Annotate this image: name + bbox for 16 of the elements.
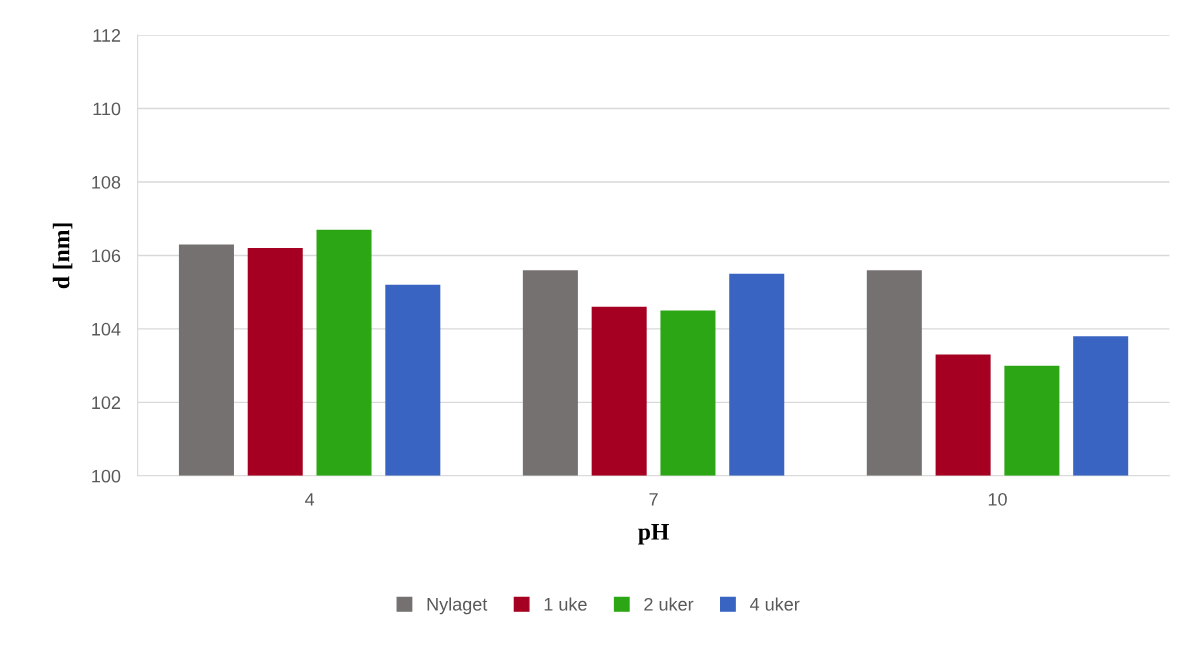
x-tick-label: 10: [988, 492, 1007, 506]
y-tick-label: 102: [92, 396, 121, 410]
y-axis-title: d [nm]: [52, 223, 73, 289]
y-tick-label: 106: [92, 249, 121, 263]
y-tick-label: 112: [93, 29, 121, 42]
y-tick-label: 104: [92, 322, 121, 336]
y-tick-label: 100: [92, 469, 121, 483]
legend-label: 1 uke: [544, 597, 587, 611]
y-tick-label: 108: [92, 175, 121, 189]
legend-label: 2 uker: [644, 597, 694, 611]
x-axis-title: pH: [638, 524, 669, 545]
legend-label: Nylaget: [427, 597, 488, 615]
x-tick-label: 7: [649, 493, 658, 506]
legend-label: 4 uker: [750, 597, 800, 611]
x-tick-label: 4: [305, 493, 315, 506]
y-tick-label: 110: [93, 102, 121, 116]
